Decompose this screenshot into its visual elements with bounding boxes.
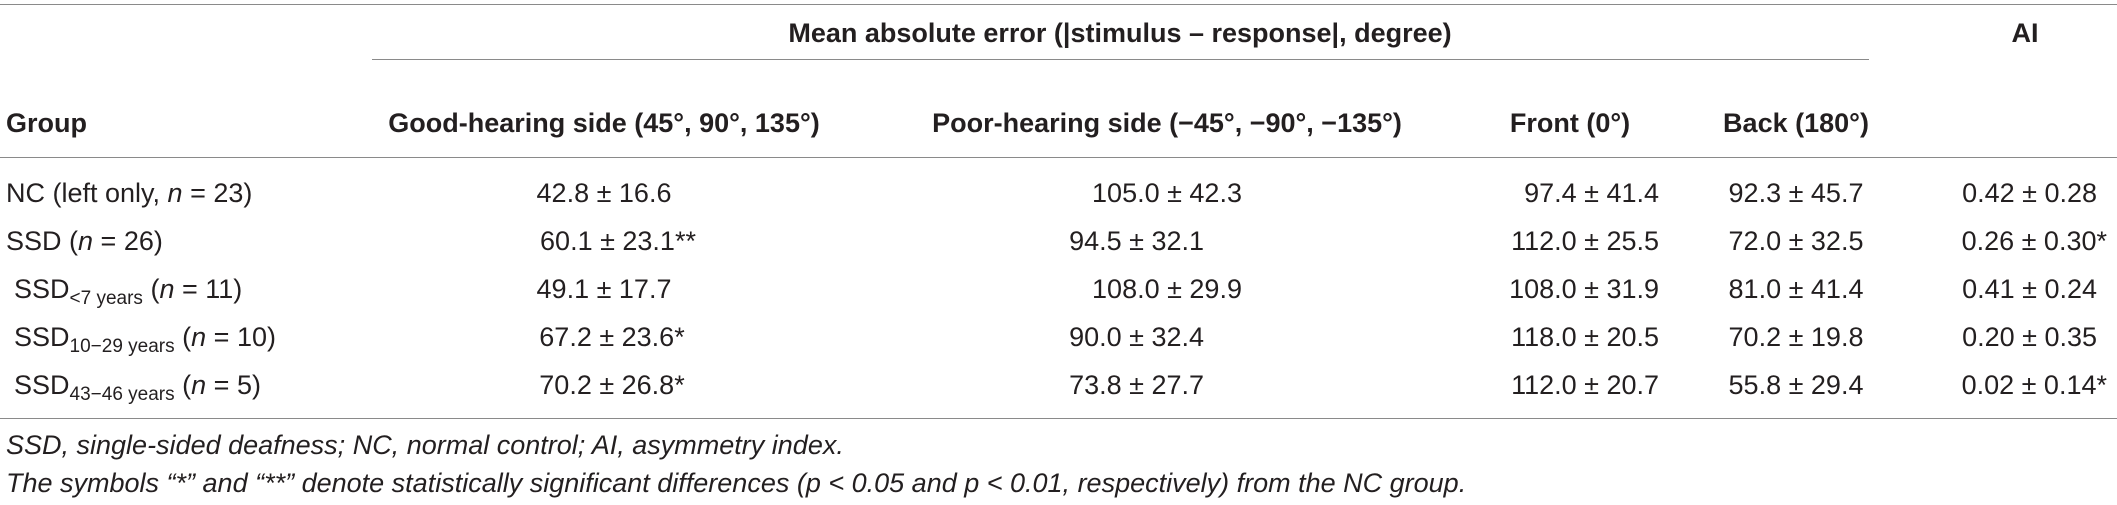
header-bottom-rule (0, 157, 2117, 158)
group-text: SSD (14, 274, 70, 304)
good-hearing-cell: 49.1 ± 17.7 (536, 274, 672, 304)
ai-cell: 0.20 ± 0.35 (1962, 322, 2097, 352)
group-text: SSD (14, 322, 70, 352)
column-header-good-hearing: Good-hearing side (45°, 90°, 135°) (388, 108, 820, 138)
good-hearing-cell: 60.1 ± 23.1** (540, 226, 696, 256)
column-header-back: Back (180°) (1723, 108, 1869, 138)
poor-hearing-cell: 108.0 ± 29.9 (1092, 274, 1242, 304)
group-count: = 11) (174, 274, 243, 304)
group-cell: SSD10−29 years (n = 10) (14, 320, 276, 364)
group-cell: NC (left only, n = 23) (6, 176, 252, 210)
column-header-group: Group (6, 108, 87, 138)
group-paren: ( (174, 370, 192, 400)
group-count: = 26) (93, 226, 163, 256)
group-cell: SSD43−46 years (n = 5) (14, 368, 261, 412)
group-count: = 5) (206, 370, 261, 400)
good-hearing-cell: 67.2 ± 23.6* (539, 322, 685, 352)
poor-hearing-cell: 90.0 ± 32.4 (1069, 322, 1204, 352)
table-top-rule (0, 4, 2117, 5)
group-count: = 10) (206, 322, 276, 352)
group-subscript: 10−29 years (69, 336, 175, 357)
group-text: SSD (14, 370, 70, 400)
back-cell: 81.0 ± 41.4 (1728, 274, 1864, 304)
n-symbol: n (159, 274, 175, 304)
group-subscript: 43−46 years (69, 384, 175, 405)
group-cell: SSD (n = 26) (6, 224, 163, 258)
group-cell: SSD<7 years (n = 11) (14, 272, 242, 316)
group-text: SSD ( (6, 226, 79, 256)
column-header-span-title: Mean absolute error (|stimulus – respons… (788, 18, 1452, 48)
group-subscript: <7 years (69, 288, 143, 309)
group-count: = 23) (182, 178, 253, 208)
n-symbol: n (191, 322, 207, 352)
poor-hearing-cell: 105.0 ± 42.3 (1092, 178, 1242, 208)
table-bottom-rule (0, 418, 2117, 419)
group-paren: ( (142, 274, 160, 304)
front-cell: 118.0 ± 20.5 (1511, 322, 1659, 352)
front-cell: 112.0 ± 25.5 (1511, 226, 1659, 256)
poor-hearing-cell: 94.5 ± 32.1 (1069, 226, 1204, 256)
back-cell: 92.3 ± 45.7 (1728, 178, 1864, 208)
span-header-rule (372, 59, 1869, 60)
front-cell: 108.0 ± 31.9 (1509, 274, 1659, 304)
back-cell: 70.2 ± 19.8 (1728, 322, 1864, 352)
good-hearing-cell: 42.8 ± 16.6 (536, 178, 672, 208)
ai-cell: 0.02 ± 0.14* (1961, 370, 2107, 400)
n-symbol: n (191, 370, 207, 400)
good-hearing-cell: 70.2 ± 26.8* (539, 370, 685, 400)
poor-hearing-cell: 73.8 ± 27.7 (1069, 370, 1204, 400)
front-cell: 97.4 ± 41.4 (1524, 178, 1659, 208)
footnote-abbreviations: SSD, single-sided deafness; NC, normal c… (6, 430, 844, 460)
group-paren: ( (174, 322, 192, 352)
ai-cell: 0.26 ± 0.30* (1961, 226, 2107, 256)
group-text: NC (left only, (6, 178, 168, 208)
footnote-significance: The symbols “*” and “**” denote statisti… (6, 468, 1467, 498)
column-header-front: Front (0°) (1509, 108, 1631, 138)
column-header-ai: AI (2011, 18, 2039, 48)
back-cell: 55.8 ± 29.4 (1728, 370, 1864, 400)
column-header-poor-hearing: Poor-hearing side (−45°, −90°, −135°) (932, 108, 1402, 138)
front-cell: 112.0 ± 20.7 (1511, 370, 1659, 400)
n-symbol: n (167, 178, 183, 208)
n-symbol: n (78, 226, 94, 256)
back-cell: 72.0 ± 32.5 (1728, 226, 1864, 256)
ai-cell: 0.41 ± 0.24 (1962, 274, 2097, 304)
ai-cell: 0.42 ± 0.28 (1962, 178, 2097, 208)
